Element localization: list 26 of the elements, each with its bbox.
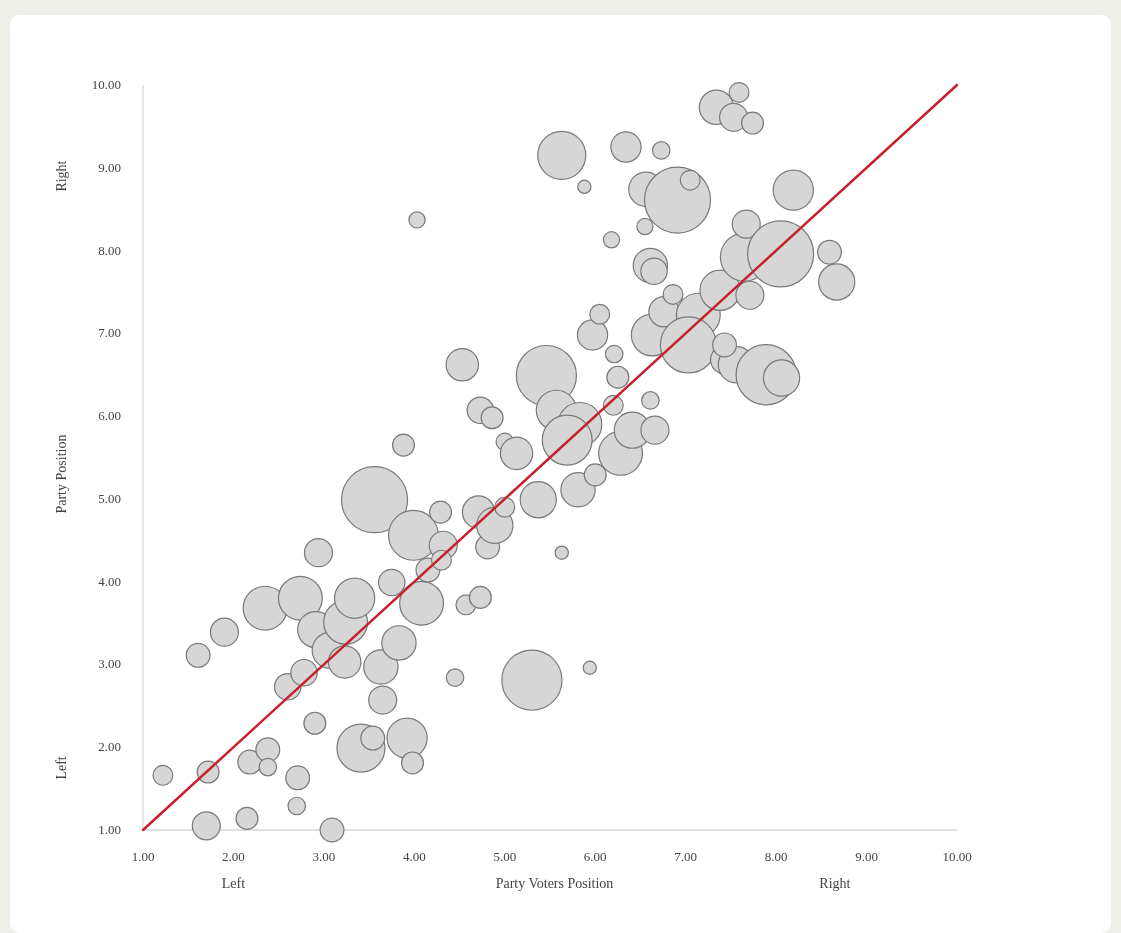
x-tick-label: 7.00 — [674, 849, 698, 864]
text: Right — [54, 160, 69, 192]
y-tick-label: 7.00 — [98, 325, 121, 341]
x-tick-label: 10.00 — [942, 849, 972, 864]
y-tick-label: 9.00 — [98, 159, 121, 175]
y-tick-label: 6.00 — [98, 408, 121, 424]
text: Left — [54, 756, 69, 780]
x-tick-label: 4.00 — [402, 849, 426, 864]
x-tick-label: 6.00 — [583, 849, 607, 864]
y-tick-label: 4.00 — [98, 573, 121, 589]
x-tick-label: 2.00 — [222, 849, 245, 864]
x-tick-label: 1.00 — [131, 849, 155, 864]
y-tick-label: 8.00 — [98, 242, 121, 258]
y-tick-label: 10.00 — [91, 77, 121, 92]
x-tick-label: 8.00 — [764, 849, 788, 864]
x-tick-label: 9.00 — [855, 849, 878, 864]
text: Left — [221, 876, 246, 891]
x-tick-label: 5.00 — [493, 849, 517, 864]
y-tick-label: 3.00 — [98, 656, 121, 672]
text: Right — [819, 876, 851, 891]
x-tick-label: 3.00 — [312, 849, 336, 864]
x-axis-title: Party Voters Position — [495, 876, 614, 891]
y-tick-label: 5.00 — [98, 490, 121, 506]
y-tick-label: 2.00 — [98, 739, 121, 755]
y-axis-title: Party Position — [54, 434, 69, 514]
y-tick-label: 1.00 — [98, 822, 121, 837]
